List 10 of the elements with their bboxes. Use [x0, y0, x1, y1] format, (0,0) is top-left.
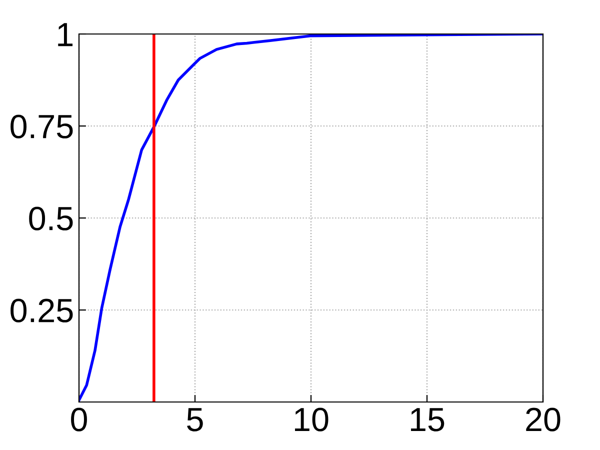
x-tick-label: 15 — [411, 408, 444, 432]
y-tick-label: 0.25 — [10, 298, 73, 322]
y-tick-label: 0.5 — [29, 206, 73, 230]
x-tick-label: 10 — [295, 408, 328, 432]
x-tick-label: 20 — [526, 408, 560, 432]
line-series — [79, 34, 543, 402]
x-tick-label: 5 — [187, 408, 203, 432]
y-tick-label: 0.75 — [10, 114, 73, 138]
y-tick-label: 1 — [58, 23, 73, 46]
x-tick-label: 0 — [71, 408, 87, 432]
